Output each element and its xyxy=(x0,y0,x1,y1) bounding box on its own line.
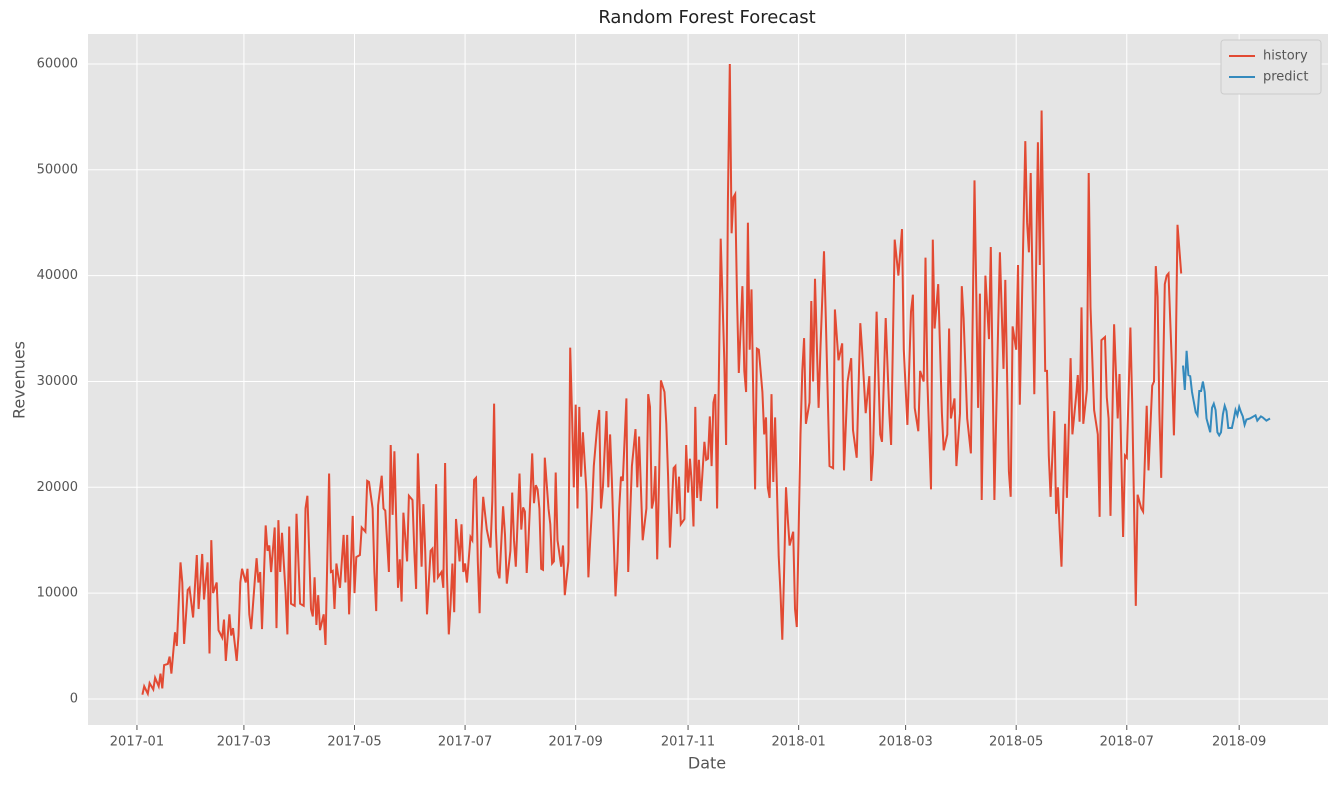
plot-area xyxy=(88,34,1328,725)
legend-box xyxy=(1220,39,1322,95)
x-tick-label: 2017-01 xyxy=(110,735,164,750)
lines xyxy=(141,63,1271,697)
y-tick-label: 40000 xyxy=(37,268,78,283)
x-tick-label: 2018-01 xyxy=(771,735,825,750)
x-tick-label: 2018-07 xyxy=(1100,735,1154,750)
x-tick-label: 2017-09 xyxy=(548,735,602,750)
y-tick-label: 60000 xyxy=(37,56,78,71)
x-tick-label: 2017-07 xyxy=(438,735,492,750)
y-tick-label: 10000 xyxy=(37,586,78,601)
series-line xyxy=(1182,350,1271,438)
legend-label: history xyxy=(1263,49,1308,64)
legend-label: predict xyxy=(1263,70,1308,85)
x-tick-label: 2017-03 xyxy=(217,735,271,750)
x-tick-label: 2017-11 xyxy=(661,735,715,750)
y-tick-label: 30000 xyxy=(37,374,78,389)
y-tick-label: 20000 xyxy=(37,480,78,495)
legend: history predict xyxy=(1220,39,1322,95)
y-tick-label: 0 xyxy=(70,691,78,706)
y-tick-label: 50000 xyxy=(37,162,78,177)
x-axis-label: Date xyxy=(688,754,726,773)
x-tick-label: 2018-05 xyxy=(989,735,1043,750)
series-line xyxy=(141,63,1183,697)
x-tick-label: 2017-05 xyxy=(327,735,381,750)
chart-title: Random Forest Forecast xyxy=(598,7,815,28)
x-tick-label: 2018-09 xyxy=(1212,735,1266,750)
x-tick-label: 2018-03 xyxy=(878,735,932,750)
y-axis-label: Revenues xyxy=(10,341,29,419)
grid xyxy=(88,34,1328,725)
